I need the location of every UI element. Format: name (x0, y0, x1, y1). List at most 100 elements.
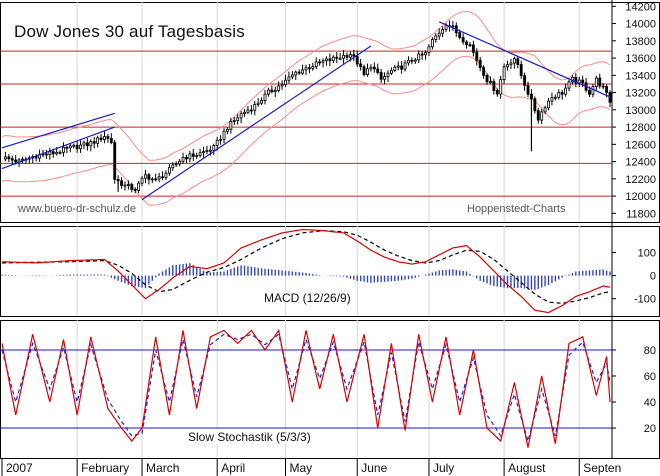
candle-body (495, 90, 499, 95)
candle-body (407, 59, 410, 64)
candle-body (574, 77, 578, 84)
y-tick-label: 12200 (625, 174, 656, 186)
candle-body (434, 35, 438, 40)
y-tick-label: 12600 (625, 139, 656, 151)
candle-body (451, 25, 455, 28)
candle-body (557, 92, 561, 98)
candle-body (379, 72, 383, 80)
month-tick-label: April (221, 461, 245, 475)
candle-body (506, 64, 509, 68)
trend-line (1, 112, 115, 149)
candle-body (413, 59, 417, 62)
candle-body (502, 66, 506, 80)
candle-body (123, 184, 127, 187)
candle-body (212, 145, 216, 151)
candle-body (543, 107, 547, 113)
y-tick-label: 11800 (626, 208, 656, 220)
candle-body (133, 188, 137, 191)
candle-body (106, 136, 110, 139)
candle-body (92, 141, 96, 144)
candle-body (400, 65, 404, 70)
candle-body (181, 156, 185, 162)
candle-body (266, 89, 270, 95)
candle-body (304, 67, 308, 71)
candle-body (229, 120, 233, 130)
candle-body (328, 58, 332, 61)
candle-body (348, 54, 352, 58)
candle-body (85, 142, 89, 147)
y-tick-label: 14200 (625, 1, 656, 13)
candle-body (345, 55, 349, 58)
candle-body (273, 90, 277, 93)
y-tick-label: 13800 (625, 36, 656, 48)
candle-body (550, 97, 554, 102)
y-tick-label: 80 (644, 345, 656, 357)
candle-body (420, 53, 424, 56)
candle-body (601, 85, 605, 88)
candle-body (372, 66, 376, 70)
candle-body (140, 177, 144, 184)
candle-body (154, 178, 158, 181)
candle-body (386, 72, 390, 77)
stoch-panel-frame (0, 320, 660, 459)
candle-body (444, 25, 448, 30)
candle-body (396, 65, 400, 68)
candle-body (591, 86, 595, 95)
candle-body (492, 81, 496, 91)
candle-body (331, 56, 335, 61)
candle-body (34, 156, 38, 159)
candle-body (113, 142, 117, 180)
candle-body (509, 62, 513, 66)
candle-body (355, 55, 359, 65)
candle-body (161, 176, 164, 179)
candle-body (608, 92, 612, 103)
candle-body (14, 159, 18, 163)
candle-body (82, 142, 86, 146)
candle-body (144, 174, 147, 179)
candle-body (468, 44, 472, 47)
candle-body (195, 155, 199, 157)
y-tick-label: 100 (638, 248, 656, 260)
y-tick-label: 60 (644, 371, 656, 383)
candle-body (185, 156, 188, 160)
candle-body (342, 55, 346, 59)
candle-body (540, 111, 544, 121)
month-tick-label: May (290, 461, 313, 475)
trend-line (141, 45, 372, 201)
candle-body (553, 96, 557, 99)
candle-body (482, 67, 486, 76)
y-tick-label: 20 (644, 423, 656, 435)
y-tick-label: 14000 (625, 19, 656, 31)
candle-body (109, 138, 113, 143)
candle-body (307, 67, 311, 70)
candle-body (311, 66, 315, 69)
candle-body (581, 79, 585, 84)
candle-body (598, 77, 602, 87)
candle-body (226, 128, 229, 132)
candle-body (232, 120, 236, 122)
candle-body (215, 139, 219, 146)
month-tick-label: 2007 (6, 461, 33, 475)
watermark-website: www.buero-dr-schulz.de (18, 203, 136, 215)
stochastic-panel-label: Slow Stochastik (5/3/3) (186, 430, 313, 444)
candle-body (403, 62, 407, 70)
month-tick-label: February (81, 461, 129, 475)
candle-body (270, 89, 274, 93)
candle-body (284, 79, 287, 85)
y-tick-label: 12000 (625, 191, 656, 203)
trend-line (1, 126, 115, 170)
candle-body (393, 66, 397, 71)
candle-body (594, 77, 598, 87)
watermark-source: Hoppenstedt-Charts (467, 203, 566, 215)
candle-body (103, 136, 106, 140)
candle-body (48, 151, 52, 155)
candle-body (72, 144, 76, 147)
candle-body (219, 138, 223, 141)
candle-body (3, 156, 7, 160)
candle-body (164, 172, 168, 178)
candle-body (246, 109, 250, 113)
candle-body (321, 60, 325, 63)
month-tick-label: June (361, 461, 387, 475)
candle-body (116, 178, 120, 182)
candle-body (441, 29, 445, 34)
